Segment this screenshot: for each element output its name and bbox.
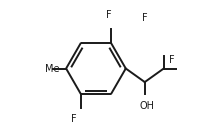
Text: Me: Me xyxy=(45,64,59,73)
Text: F: F xyxy=(106,10,112,20)
Text: F: F xyxy=(71,114,76,124)
Text: F: F xyxy=(169,55,175,65)
Text: OH: OH xyxy=(140,102,155,112)
Text: F: F xyxy=(142,13,148,23)
